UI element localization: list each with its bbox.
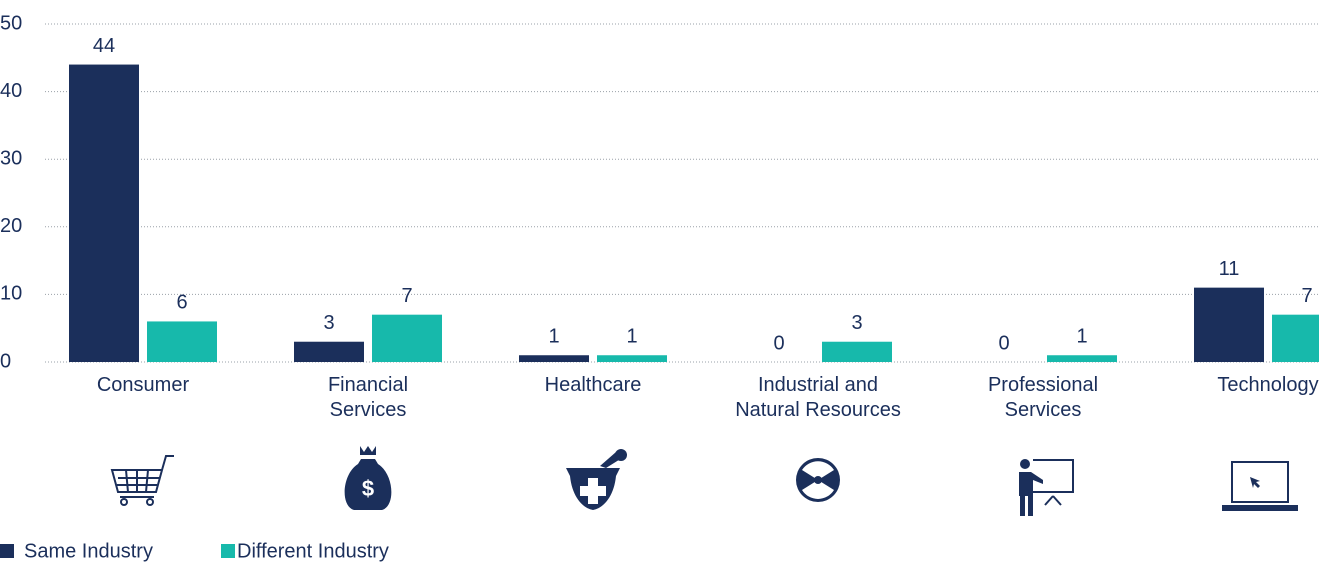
x-tick-label: Technology — [1217, 374, 1318, 396]
x-tick-line: Services — [330, 399, 407, 421]
x-tick-line: Industrial and — [758, 374, 878, 396]
y-tick-label: 10 — [0, 283, 22, 305]
x-tick-label: Industrial and Natural Resources — [735, 374, 901, 421]
money-bag-icon: $ — [344, 446, 392, 510]
bar — [519, 355, 589, 362]
value-label: 6 — [176, 292, 187, 314]
value-label: 0 — [773, 332, 784, 354]
value-label: 1 — [626, 326, 637, 348]
x-tick-line: Services — [1005, 399, 1082, 421]
bar — [294, 341, 364, 362]
bar — [822, 341, 892, 362]
bar — [1272, 314, 1319, 362]
y-tick-label: 50 — [0, 12, 22, 34]
x-tick-line: Healthcare — [545, 374, 642, 396]
y-tick-label: 0 — [0, 350, 11, 372]
x-tick-label: Healthcare — [545, 374, 642, 396]
bar — [147, 321, 217, 362]
presenter-icon — [1019, 459, 1074, 516]
value-label: 7 — [401, 285, 412, 307]
legend-label: Same Industry — [24, 540, 153, 562]
laptop-icon — [1222, 461, 1298, 511]
value-label: 3 — [323, 312, 334, 334]
x-tick-line: Natural Resources — [735, 399, 901, 421]
icons: $ — [110, 446, 1298, 516]
y-tick-label: 30 — [0, 147, 22, 169]
x-tick-line: Consumer — [97, 374, 190, 396]
x-tick-line: Professional — [988, 374, 1098, 396]
value-label: 3 — [851, 312, 862, 334]
bar — [1194, 287, 1264, 362]
value-label: 1 — [1076, 326, 1087, 348]
x-tick-line: Financial — [328, 374, 408, 396]
dollar-sign: $ — [362, 476, 374, 501]
value-label: 44 — [93, 35, 115, 57]
y-tick-label: 40 — [0, 80, 22, 102]
bar — [372, 314, 442, 362]
x-tick-label: Consumer — [97, 374, 190, 396]
value-label: 11 — [1219, 258, 1240, 280]
x-tick-line: Technology — [1217, 374, 1318, 396]
legend-swatch — [221, 544, 235, 558]
radiation-icon — [796, 458, 840, 502]
bar — [597, 355, 667, 362]
value-label: 7 — [1301, 285, 1312, 307]
legend-swatch — [0, 544, 14, 558]
bar — [1047, 355, 1117, 362]
cart-icon — [110, 455, 174, 506]
x-tick-label: Professional Services — [988, 374, 1098, 421]
mortar-icon — [566, 449, 627, 510]
y-tick-label: 20 — [0, 215, 22, 237]
value-label: 0 — [998, 332, 1009, 354]
bar — [69, 64, 139, 362]
x-tick-label: Financial Services — [328, 374, 408, 421]
value-label: 1 — [548, 326, 559, 348]
legend-label: Different Industry — [237, 540, 389, 562]
